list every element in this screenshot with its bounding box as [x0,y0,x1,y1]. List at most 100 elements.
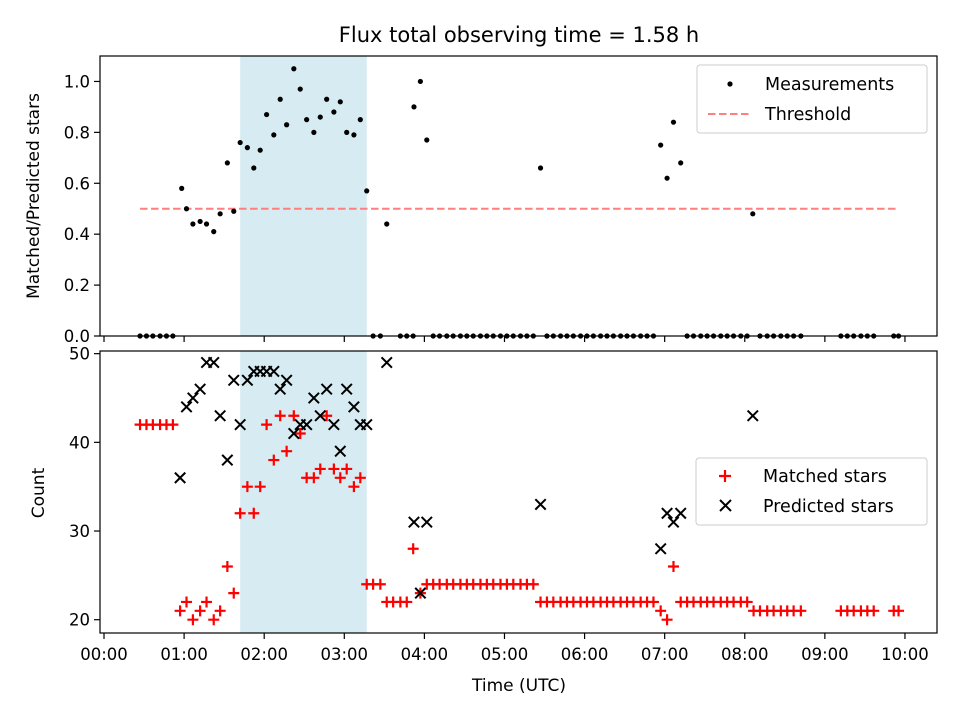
matched-star-point [261,419,273,431]
matched-star-point [294,427,306,439]
measurement-point [344,129,350,135]
bottom-x-tick-label: 05:00 [481,645,529,664]
bottom-x-tick-label: 06:00 [561,645,609,664]
legend-threshold-label: Threshold [764,105,851,125]
bottom-y-ticks: 20 30 40 50 [69,345,100,630]
predicted-star-point [347,400,360,413]
measurement-point [197,218,203,225]
bottom-legend: Matched stars Predicted stars [695,457,928,526]
bottom-x-tick-label: 09:00 [801,645,849,664]
matched-star-point [868,605,880,617]
predicted-star-point [408,516,420,529]
measurement-point [183,206,190,212]
measurement-point [417,78,423,85]
measurement-point [670,119,677,125]
top-observing-span [240,56,367,336]
measurement-point [384,221,390,227]
bottom-x-ticks: 00:00 01:00 02:00 03:00 04:00 05:00 06:00 07:00… [80,633,929,664]
measurement-point [424,137,430,143]
predicted-star-point [187,392,199,404]
bottom-y-tick-label: 50 [69,345,90,364]
bottom-x-label: Time (UTC) [471,676,566,696]
matched-star-point [174,605,186,617]
measurement-point [678,160,684,166]
predicted-star-point [221,454,234,466]
bottom-y-tick-label: 20 [69,611,90,630]
top-legend: Measurements Threshold [696,64,928,134]
measurement-point [271,132,277,138]
matched-star-point [187,614,199,626]
matched-star-point [741,596,753,608]
bottom-x-tick-label: 08:00 [721,645,769,664]
bottom-legend-box [695,457,928,526]
measurement-point [311,129,317,135]
measurement-point [297,86,303,92]
measurement-point [364,188,370,194]
measurement-point [357,117,363,123]
matched-star-point [348,481,360,493]
legend-predicted-marker [719,499,732,512]
top-x-ticks [103,336,906,342]
bottom-x-tick-label: 01:00 [160,645,208,664]
measurement-point [211,229,217,235]
legend-measurements-label: Measurements [765,75,894,95]
predicted-star-point [194,383,207,396]
predicted-star-point [534,498,547,511]
matched-star-point [221,560,233,572]
legend-predicted-label: Predicted stars [763,497,894,517]
predicted-star-point [214,409,227,422]
matched-star-point [401,596,413,608]
measurement-point [664,175,670,181]
predicted-star-point [661,507,673,520]
top-panel: 0.0 0.2 0.4 0.6 0.8 1.0 Matched/Predicted sta… [24,55,938,346]
bottom-y-tick-label: 40 [69,433,90,452]
top-y-ticks: 0.0 0.2 0.4 0.6 0.8 1.0 [64,72,100,346]
matched-star-point [314,463,326,475]
measurement-point [244,145,250,151]
predicted-star-point [320,383,333,396]
matched-star-point [334,472,346,484]
matched-star-point [308,472,320,484]
bottom-x-tick-label: 00:00 [80,645,128,664]
measurement-point [179,185,185,191]
measurement-point [203,221,210,227]
measurement-point [217,211,223,217]
predicted-star-point [300,418,313,431]
predicted-star-point [380,356,393,369]
predicted-star-point [241,374,254,387]
measurement-point [351,132,357,138]
predicted-star-point [280,374,293,387]
predicted-star-point [654,542,667,555]
measurement-point [257,147,263,153]
measurement-point [304,117,310,123]
matched-star-point [795,605,807,617]
predicted-star-point [267,365,280,378]
predicted-star-point [674,507,687,520]
matched-star-point [214,605,226,617]
top-y-label: Matched/Predicted stars [24,93,44,299]
measurement-point [277,96,283,102]
bottom-x-tick-label: 03:00 [321,645,369,664]
top-legend-box [696,64,928,134]
bottom-x-tick-label: 04:00 [401,645,449,664]
measurement-point [251,165,257,171]
matched-star-point [527,578,539,590]
matched-star-point [374,578,386,590]
measurement-point [658,142,664,148]
matched-star-point [655,605,667,617]
matched-star-point [661,614,673,626]
predicted-star-point [287,427,300,440]
matched-star-point [268,454,280,466]
matched-star-point [341,463,353,475]
measurement-point [331,109,337,115]
matched-star-point [248,507,260,519]
legend-measurements-marker [727,81,733,87]
top-y-tick-label: 1.0 [64,72,90,91]
bottom-axes-frame [99,350,938,634]
matched-star-point [328,463,340,475]
predicted-star-point [334,445,347,458]
predicted-star-point [340,383,353,396]
predicted-star-point [420,516,433,529]
matched-star-point [208,614,220,626]
